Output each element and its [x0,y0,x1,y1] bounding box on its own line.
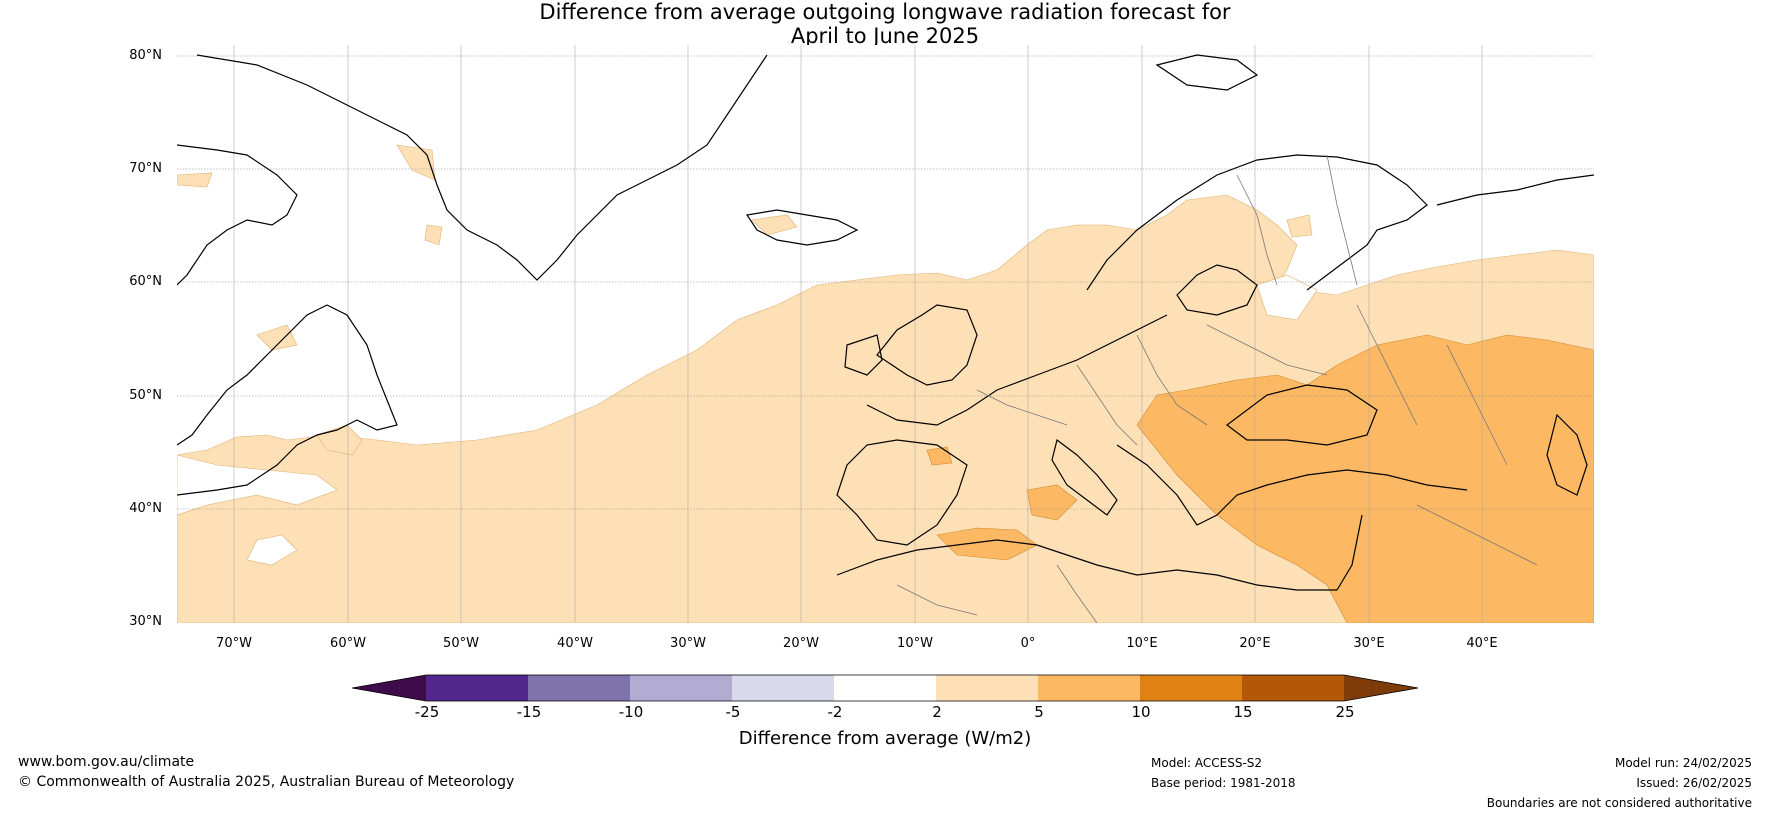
colorbar-tick: 2 [932,703,942,721]
lon-label-10w: 10°W [897,636,933,651]
lat-label-60n: 60°N [129,274,162,289]
colorbar-extend-high [1344,675,1418,701]
colorbar-label: Difference from average (W/m2) [738,728,1032,749]
near-average-patches [177,274,1318,566]
lon-label-20e: 20°E [1239,636,1271,651]
colorbar-bin [426,675,528,701]
colorbar-bin [834,675,936,701]
coastlines [177,54,1594,591]
base-period-text: Base period: 1981-2018 [1151,776,1296,790]
country-borders [896,154,1538,623]
lon-label-0: 0° [1020,636,1036,651]
lat-label-50n: 50°N [129,388,162,403]
graticule [177,55,1594,510]
colorbar-tick: 15 [1233,703,1253,721]
colorbar-outline [352,674,1419,702]
lat-label-70n: 70°N [129,161,162,176]
map-title-line2: April to June 2025 [790,24,980,48]
copyright-text: © Commonwealth of Australia 2025, Austra… [18,774,515,790]
lat-label-40n: 40°N [129,501,162,516]
model-run-text: Model run: 24/02/2025 [1614,756,1752,770]
colorbar-bin [732,675,834,701]
colorbar-tick: -25 [414,703,440,721]
lon-label-60w: 60°W [330,636,366,651]
colorbar-tick: -5 [725,703,741,721]
lon-label-50w: 50°W [443,636,479,651]
lon-label-20w: 20°W [783,636,819,651]
lon-label-10e: 10°E [1126,636,1158,651]
model-text: Model: ACCESS-S2 [1151,756,1263,770]
lon-label-40e: 40°E [1466,636,1498,651]
colorbar-bin [936,675,1038,701]
colorbar-bin [1242,675,1344,701]
colorbar-extend-low [352,675,426,701]
lat-label-80n: 80°N [129,48,162,63]
website-link[interactable]: www.bom.gov.au/climate [18,754,195,770]
colorbar-tick: 5 [1034,703,1044,721]
colorbar-tick: -10 [618,703,644,721]
colorbar-tick: -2 [827,703,843,721]
colorbar-bin [528,675,630,701]
forecast-map [177,45,1594,623]
map-title: Difference from average outgoing longwav… [0,0,1770,48]
colorbar-bin [630,675,732,701]
colorbar [352,674,1419,702]
meridians [233,45,1483,623]
colorbar-tick: 10 [1131,703,1151,721]
colorbar-bin [1140,675,1242,701]
disclaimer-text: Boundaries are not considered authoritat… [1486,796,1752,810]
lon-label-30e: 30°E [1353,636,1385,651]
issued-text: Issued: 26/02/2025 [1636,776,1752,790]
lon-label-30w: 30°W [670,636,706,651]
map-title-line1: Difference from average outgoing longwav… [539,0,1231,24]
colorbar-tick: 25 [1335,703,1355,721]
lat-label-30n: 30°N [129,614,162,629]
lon-label-40w: 40°W [557,636,593,651]
colorbar-bin [1038,675,1140,701]
lon-label-70w: 70°W [216,636,252,651]
colorbar-tick: -15 [516,703,542,721]
